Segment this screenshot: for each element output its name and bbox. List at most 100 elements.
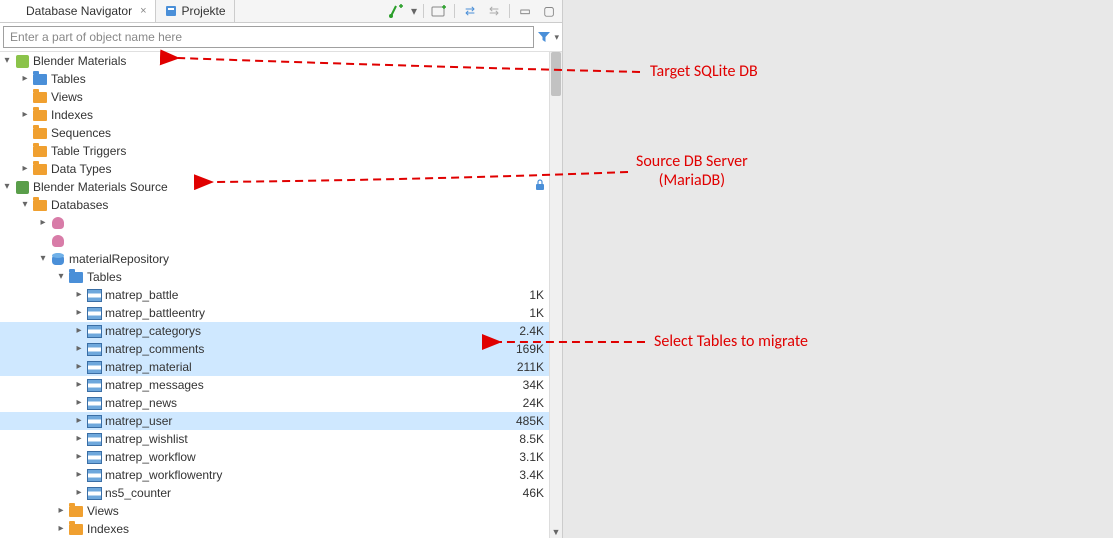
expand-icon[interactable]: ▸ (72, 304, 86, 322)
node-label: Databases (51, 196, 108, 214)
expand-icon[interactable]: ▾ (54, 268, 68, 286)
node-label: Sequences (51, 124, 111, 142)
tab-label: Database Navigator (26, 4, 132, 18)
node-label: matrep_material (105, 358, 192, 376)
tree-node-table[interactable]: ▸matrep_categorys2.4K (0, 322, 550, 340)
tree-node-table[interactable]: ▸matrep_battleentry1K (0, 304, 550, 322)
node-size: 211K (517, 358, 550, 376)
expand-icon[interactable]: ▸ (54, 520, 68, 538)
expand-icon[interactable]: ▸ (72, 286, 86, 304)
tree-node[interactable]: ▸ Table Triggers (0, 142, 550, 160)
expand-icon[interactable]: ▸ (18, 160, 32, 178)
tree-node-table[interactable]: ▸ matrep_workflow 3.1K (0, 448, 550, 466)
tree-node[interactable]: ▸ Views (0, 88, 550, 106)
tree-node[interactable]: ▾ Tables (0, 268, 550, 286)
folder-icon (32, 197, 48, 213)
expand-icon[interactable]: ▸ (72, 448, 86, 466)
expand-icon[interactable]: ▸ (18, 70, 32, 88)
expand-icon[interactable]: ▸ (18, 106, 32, 124)
collapse-icon[interactable]: ⇄ (461, 2, 479, 20)
folder-icon (68, 503, 84, 519)
tree-node-table[interactable]: ▸matrep_messages34K (0, 376, 550, 394)
expand-icon[interactable]: ▾ (0, 178, 14, 196)
node-label: matrep_battleentry (105, 304, 205, 322)
sqlite-conn-icon (14, 53, 30, 69)
expand-icon[interactable]: ▸ (72, 430, 86, 448)
tree-node-table[interactable]: ▸ matrep_material 211K (0, 358, 550, 376)
tree-node-table[interactable]: ▸matrep_workflowentry3.4K (0, 466, 550, 484)
tree-node-table[interactable]: ▸matrep_battle1K (0, 286, 550, 304)
editor-area (563, 0, 1113, 538)
node-label: matrep_user (105, 412, 172, 430)
tree-node-connection[interactable]: ▾ Blender Materials Source (0, 178, 550, 196)
node-label: matrep_workflow (105, 448, 196, 466)
expand-icon[interactable]: ▸ (72, 394, 86, 412)
expand-icon[interactable]: ▸ (54, 502, 68, 520)
expand-icon[interactable]: ▸ (72, 358, 86, 376)
folder-icon (32, 89, 48, 105)
tree-node-table[interactable]: ▸matrep_user485K (0, 412, 550, 430)
expand-icon[interactable]: ▸ (72, 412, 86, 430)
table-icon (86, 449, 102, 465)
lock-icon (534, 178, 546, 196)
expand-icon[interactable]: ▸ (72, 340, 86, 358)
tree-node[interactable]: ▾ Databases (0, 196, 550, 214)
node-label: Tables (87, 268, 122, 286)
tree-node[interactable]: ▸ (0, 232, 550, 250)
node-label: Views (51, 88, 83, 106)
close-icon[interactable]: × (140, 5, 146, 17)
folder-icon (32, 143, 48, 159)
scroll-down-icon[interactable]: ▼ (550, 526, 562, 538)
link-icon[interactable]: ⇆ (485, 2, 503, 20)
expand-icon[interactable]: ▸ (72, 484, 86, 502)
tree-node[interactable]: ▸ Sequences (0, 124, 550, 142)
tab-projects[interactable]: Projekte (156, 0, 235, 22)
expand-icon[interactable]: ▾ (0, 52, 14, 70)
tree-node-table[interactable]: ▸matrep_news24K (0, 394, 550, 412)
new-connection-icon[interactable] (387, 2, 405, 20)
minimize-icon[interactable]: ▭ (516, 2, 534, 20)
tree-node-database[interactable]: ▾ materialRepository (0, 250, 550, 268)
tree-node-table[interactable]: ▸ns5_counter46K (0, 484, 550, 502)
table-icon (86, 395, 102, 411)
tree-node[interactable]: ▸ Indexes (0, 106, 550, 124)
expand-icon[interactable]: ▸ (72, 466, 86, 484)
tree-node-connection[interactable]: ▾ Blender Materials (0, 52, 550, 70)
tree-node[interactable]: ▸ Indexes (0, 520, 550, 538)
db-nav-icon (8, 4, 22, 18)
maximize-icon[interactable]: ▢ (540, 2, 558, 20)
object-filter-input[interactable] (3, 26, 534, 48)
folder-icon (68, 269, 84, 285)
table-icon (86, 305, 102, 321)
tree-node[interactable]: ▸ Views (0, 502, 550, 520)
tree-node-table[interactable]: ▸ matrep_comments 169K (0, 340, 550, 358)
tab-db-navigator[interactable]: Database Navigator × (0, 0, 156, 22)
node-size: 8.5K (519, 430, 550, 448)
expand-icon[interactable]: ▾ (36, 250, 50, 268)
tree-node[interactable]: ▸ Data Types (0, 160, 550, 178)
folder-icon (32, 71, 48, 87)
node-label: matrep_wishlist (105, 430, 188, 448)
view-tabbar: Database Navigator × Projekte ▾ ⇄ (0, 0, 562, 23)
node-label: matrep_comments (105, 340, 204, 358)
database-icon (50, 251, 66, 267)
node-size: 169K (516, 340, 550, 358)
tree-node-table[interactable]: ▸ matrep_wishlist 8.5K (0, 430, 550, 448)
vertical-scrollbar[interactable]: ▲ ▼ (549, 52, 562, 538)
node-size: 3.1K (519, 448, 550, 466)
scroll-thumb[interactable] (551, 52, 561, 96)
tree-node[interactable]: ▸ (0, 214, 550, 232)
node-size: 3.4K (519, 466, 550, 484)
expand-icon[interactable]: ▸ (72, 322, 86, 340)
expand-icon[interactable]: ▾ (18, 196, 32, 214)
expand-icon[interactable]: ▸ (36, 214, 50, 232)
table-icon (86, 485, 102, 501)
expand-icon[interactable]: ▸ (72, 376, 86, 394)
tab-label: Projekte (182, 4, 226, 18)
tree-node[interactable]: ▸ Tables (0, 70, 550, 88)
maria-conn-icon (14, 179, 30, 195)
new-folder-icon[interactable] (430, 2, 448, 20)
folder-icon (68, 521, 84, 537)
filter-icon[interactable] (534, 30, 554, 44)
node-label: Indexes (51, 106, 93, 124)
